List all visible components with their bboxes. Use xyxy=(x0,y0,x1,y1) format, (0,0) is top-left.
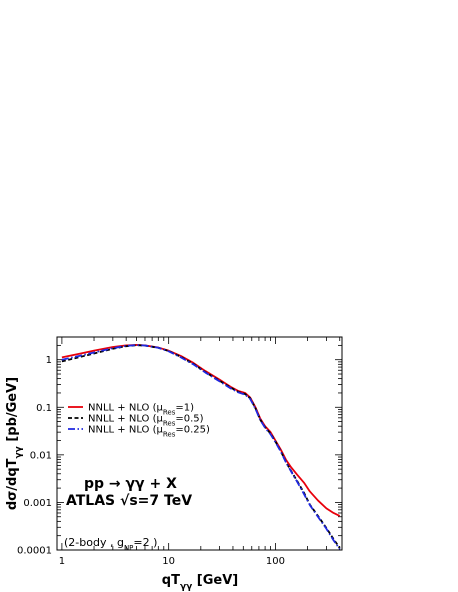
y-tick-label: 1 xyxy=(46,355,52,366)
y-tick-label: 0.01 xyxy=(30,450,52,461)
legend-label-3: NNLL + NLO (μRes=0.25) xyxy=(88,425,210,439)
labels: qTγγ [GeV] dσ/dqTγγ [pb/GeV] pp → γγ + XAT… xyxy=(5,377,238,592)
process-annotation: pp → γγ + X xyxy=(84,476,177,492)
legend-label-1: NNLL + NLO (μRes=1) xyxy=(88,403,194,417)
plot-frame xyxy=(56,336,343,551)
y-axis-title: dσ/dqTγγ [pb/GeV] xyxy=(5,377,24,510)
y-tick-label: 0.1 xyxy=(36,403,52,414)
x-tick-label: 10 xyxy=(162,556,175,567)
y-tick-label: 0.0001 xyxy=(17,546,52,557)
x-tick-label: 1 xyxy=(59,556,65,567)
x-axis-title: qTγγ [GeV] xyxy=(162,573,238,592)
parameter-note: (2-body , gNP=2 ) xyxy=(64,536,157,552)
legend: NNLL + NLO (μRes=1)NNLL + NLO (μRes=0.5)… xyxy=(68,403,210,439)
axis-ticks: 1 10 100 1 0.1 0.01 0.001 0.0001 xyxy=(17,336,342,567)
experiment-annotation: ATLAS √s=7 TeV xyxy=(66,493,192,509)
series-line-2 xyxy=(61,344,341,549)
legend-label-2: NNLL + NLO (μRes=0.5) xyxy=(88,414,204,428)
series-line-3 xyxy=(61,344,341,550)
y-tick-label: 0.001 xyxy=(23,498,52,509)
plot-area xyxy=(56,336,343,551)
x-tick-label: 100 xyxy=(266,556,285,567)
series-layer xyxy=(61,343,341,550)
